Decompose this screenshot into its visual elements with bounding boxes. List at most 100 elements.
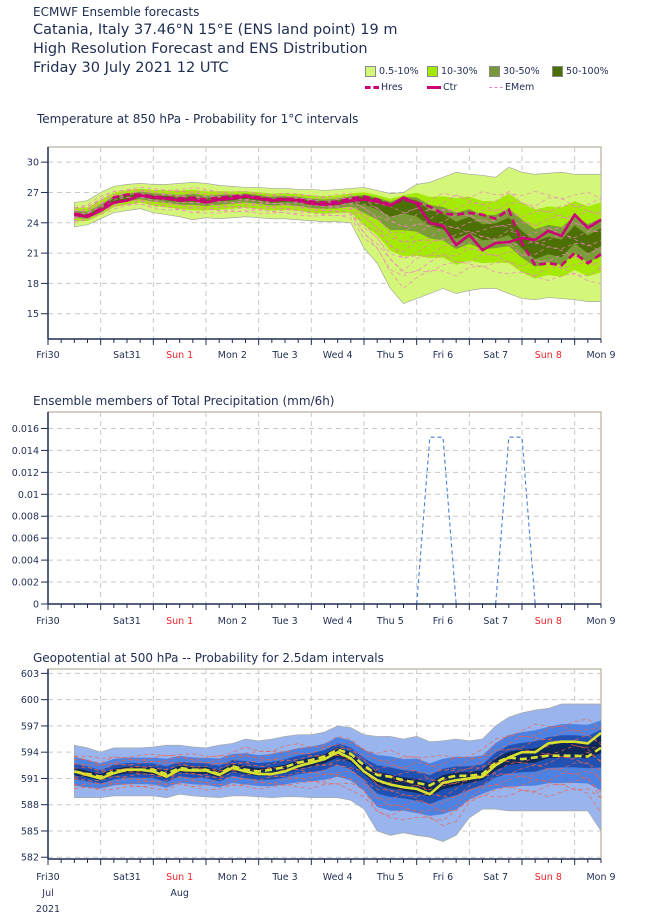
x-day-label: Fri 6: [433, 872, 453, 883]
ensemble-member-line: [74, 775, 602, 813]
x-day-label: Wed 4: [323, 616, 353, 627]
ensemble-member-line: [74, 196, 602, 253]
x-day-label: Mon 9: [586, 616, 615, 627]
x-day-label: Fri30: [36, 872, 59, 883]
x-day-label: Mon 9: [586, 350, 615, 361]
ensemble-member-line: [74, 772, 602, 813]
chart-panel-2: 582 585 588 591 594 597 600 603 Fri30 Sat31 Sun 1 M…: [21, 668, 616, 915]
ensemble-member-line: [74, 751, 602, 791]
x-day-label: Sat31: [113, 350, 141, 361]
source-title: ECMWF Ensemble forecasts: [33, 5, 200, 19]
legend-label: 30-50%: [503, 66, 540, 77]
y-tick-label: 588: [21, 800, 39, 811]
y-tick-label: 24: [27, 218, 39, 229]
y-tick-label: 600: [21, 695, 39, 706]
dashed-line-icon: [365, 86, 379, 89]
swatch-icon: [489, 66, 500, 77]
y-tick-label: 21: [27, 249, 39, 260]
x-day-label: Wed 4: [323, 872, 353, 883]
y-tick-label: 0.006: [12, 534, 39, 545]
legend-item-emem: EMem: [489, 82, 534, 93]
y-tick-label: 30: [27, 158, 39, 169]
y-tick-label: 603: [21, 669, 39, 680]
y-tick-label: 582: [21, 853, 39, 864]
y-tick-label: 591: [21, 774, 39, 785]
x-day-label: Sun 8: [535, 872, 562, 883]
y-tick-label: 27: [27, 188, 39, 199]
y-tick-label: 0.008: [12, 512, 39, 523]
legend-item-0.5-10: 0.5-10%: [365, 66, 419, 77]
geopotential-chart-title: Geopotential at 500 hPa -- Probability f…: [33, 651, 384, 665]
y-tick-label: 0.01: [18, 490, 39, 501]
x-day-label: Fri30: [36, 616, 59, 627]
x-day-label: Tue 3: [271, 350, 297, 361]
x-day-label: Tue 3: [271, 872, 297, 883]
ensemble-member-line: [74, 734, 602, 774]
x-day-label: Sun 8: [535, 616, 562, 627]
x-month-label: Aug: [170, 888, 189, 899]
hres-line: [74, 193, 602, 267]
x-day-label: Fri 6: [433, 616, 453, 627]
ensemble-member-line: [74, 755, 602, 798]
y-tick-label: 0.012: [12, 468, 39, 479]
x-day-label: Sun 1: [166, 350, 193, 361]
plot-frame: [47, 411, 602, 605]
hres-line: [74, 746, 602, 787]
thin-dashed-line-icon: [489, 87, 503, 88]
probability-band-2: [74, 729, 602, 805]
probability-band-2: [74, 191, 602, 267]
y-tick-label: 0.002: [12, 578, 39, 589]
ensemble-member-line: [74, 739, 602, 782]
location-title: Catania, Italy 37.46°N 15°E (ENS land po…: [33, 22, 398, 38]
legend-label: 0.5-10%: [379, 66, 419, 77]
x-day-label: Sat 7: [483, 872, 508, 883]
legend-item-hres: Hres: [365, 82, 403, 93]
legend-item-10-30: 10-30%: [427, 66, 478, 77]
y-tick-label: 585: [21, 826, 39, 837]
y-tick-label: 0: [33, 600, 39, 611]
x-day-label: Fri30: [36, 350, 59, 361]
legend-label: EMem: [505, 82, 535, 93]
y-tick-label: 594: [21, 748, 39, 759]
y-tick-label: 0.014: [12, 446, 39, 457]
x-day-label: Fri 6: [433, 350, 453, 361]
y-tick-label: 0.016: [12, 424, 39, 435]
ensemble-member-line: [74, 199, 602, 272]
swatch-icon: [365, 66, 376, 77]
precip-chart-title: Ensemble members of Total Precipitation …: [33, 394, 335, 408]
x-day-label: Thu 5: [376, 616, 404, 627]
ensemble-member-line: [74, 200, 602, 274]
x-year-label: 2021: [36, 904, 60, 915]
ensemble-member-line: [74, 762, 602, 799]
x-day-label: Thu 5: [376, 872, 404, 883]
legend-label: Hres: [381, 82, 403, 93]
ensemble-member-line: [74, 780, 602, 821]
swatch-icon: [427, 66, 438, 77]
x-day-label: Sat31: [113, 872, 141, 883]
probability-band-3: [74, 735, 602, 797]
x-day-label: Thu 5: [376, 350, 404, 361]
ensemble-member-line: [74, 783, 602, 827]
chart-panel-1: 0 0.002 0.004 0.006 0.008 0.01 0.012 0.014 0.016…: [12, 411, 616, 627]
y-tick-label: 0.004: [12, 556, 39, 567]
ensemble-member-line: [74, 768, 602, 806]
legend-item-ctr: Ctr: [427, 82, 457, 93]
x-day-label: Mon 2: [218, 872, 247, 883]
x-day-label: Mon 9: [586, 872, 615, 883]
legend-label: 10-30%: [441, 66, 478, 77]
legend-item-50-100: 50-100%: [552, 66, 609, 77]
x-day-label: Sat 7: [483, 350, 508, 361]
y-tick-label: 597: [21, 721, 39, 732]
ensemble-member-line: [74, 203, 602, 277]
x-month-label: Jul: [41, 888, 53, 899]
x-day-label: Sun 8: [535, 350, 562, 361]
x-day-label: Wed 4: [323, 350, 353, 361]
y-tick-label: 18: [27, 279, 39, 290]
solid-line-icon: [427, 86, 441, 89]
x-day-label: Sun 1: [166, 616, 193, 627]
probability-band-1: [74, 720, 602, 816]
x-day-label: Sat 7: [483, 616, 508, 627]
x-day-label: Mon 2: [218, 616, 247, 627]
product-title: High Resolution Forecast and ENS Distrib…: [33, 41, 368, 57]
